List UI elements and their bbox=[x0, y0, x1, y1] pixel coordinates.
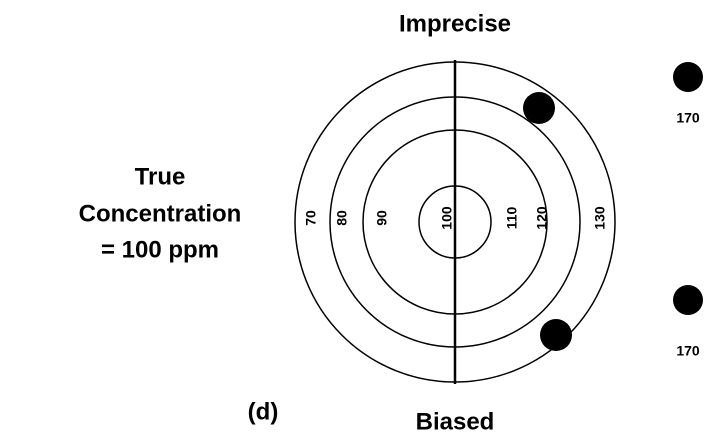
ring-label: 110 bbox=[504, 206, 520, 229]
caption-line: = 100 ppm bbox=[101, 236, 219, 263]
ring-label: 70 bbox=[303, 210, 319, 226]
shot-dot bbox=[523, 92, 555, 124]
title: Imprecise bbox=[399, 10, 511, 37]
off-target-dot bbox=[673, 285, 703, 315]
shot-dot bbox=[540, 319, 572, 351]
off-target-dot bbox=[673, 62, 703, 92]
ring-label: 120 bbox=[534, 206, 550, 230]
ring-label: 90 bbox=[374, 210, 390, 226]
ring-label: 130 bbox=[592, 206, 608, 230]
ring-label: 100 bbox=[439, 206, 455, 230]
footer: Biased bbox=[416, 408, 495, 435]
panel-label: (d) bbox=[248, 398, 279, 425]
caption-line: True bbox=[135, 163, 186, 190]
caption-line: Concentration bbox=[79, 200, 242, 227]
off-target-label: 170 bbox=[676, 343, 700, 359]
off-target-label: 170 bbox=[676, 110, 700, 126]
ring-label: 80 bbox=[334, 210, 350, 226]
